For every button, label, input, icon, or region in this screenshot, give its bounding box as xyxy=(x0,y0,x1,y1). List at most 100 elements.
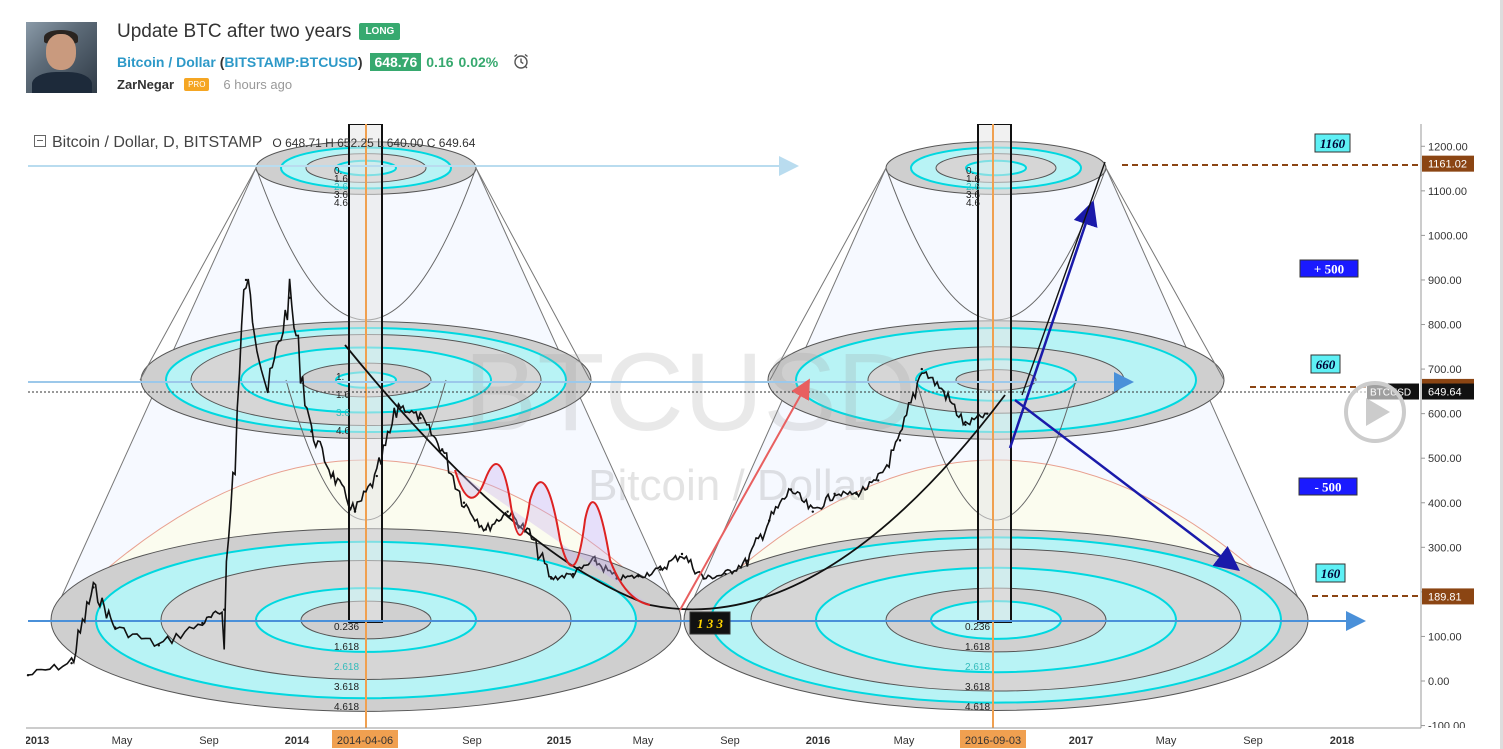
symbol-line: Bitcoin / Dollar (BITSTAMP:BTCUSD) 648.7… xyxy=(117,52,530,73)
y-tick-label: 0.00 xyxy=(1428,676,1449,688)
fib-right-top-2: 2.6 xyxy=(966,182,980,193)
x-tick-label-2: Sep xyxy=(199,735,219,747)
x-tick-label-10: May xyxy=(894,735,915,747)
price-change: 0.16 xyxy=(426,54,454,70)
annotation-660-label: 660 xyxy=(1316,357,1336,372)
annotation-133-box xyxy=(689,611,731,635)
btcusd-point-2015-07 xyxy=(680,552,684,556)
btcusd-point-2016-01 xyxy=(811,510,814,513)
avatar-shirt xyxy=(32,72,92,93)
btcusd-point-2014-05 xyxy=(375,474,378,478)
fib-right-bottom-4: 4.618 xyxy=(965,702,990,713)
btcusd-point-2016-02 xyxy=(833,492,836,496)
fib-left-bottom-1: 1.618 xyxy=(334,642,359,653)
y-axis-panel xyxy=(1421,124,1474,728)
btcusd-point-2014-08 xyxy=(441,448,444,451)
price-change-percent: 0.02% xyxy=(458,54,499,70)
fib-right-bottom-3: 3.618 xyxy=(965,682,990,693)
alarm-clock-icon[interactable] xyxy=(512,52,530,73)
y-tick-label: 700.00 xyxy=(1428,364,1462,376)
annotation-plus-500-box xyxy=(1299,259,1359,278)
author-name[interactable]: ZarNegar xyxy=(117,77,175,92)
annotation-133-label: 1 3 3 xyxy=(697,616,724,631)
fib-left-bottom-0: 0.236 xyxy=(334,622,359,633)
symbol-name-link[interactable]: Bitcoin / Dollar xyxy=(117,54,216,70)
fib-left-top-3: 3.6 xyxy=(334,190,348,201)
x-tick-label-7: May xyxy=(633,735,654,747)
fib-left-bottom-2: 2.618 xyxy=(334,662,359,673)
btcusd-point-2016-08 xyxy=(964,423,967,426)
price-tag-label-649.64: 649.64 xyxy=(1428,387,1462,399)
fib-left-mid-0: 1. xyxy=(336,372,344,383)
symbol-code-link[interactable]: BITSTAMP:BTCUSD xyxy=(224,54,358,70)
y-tick-label: 500.00 xyxy=(1428,453,1462,465)
btcusd-point-2015-06 xyxy=(659,568,662,571)
idea-title-row: Update BTC after two years LONG xyxy=(117,21,401,43)
fib-left-mid-3: 4.6 xyxy=(336,426,350,437)
x-tick-label-1: May xyxy=(112,735,133,747)
price-tag-1161.02 xyxy=(1422,155,1474,172)
annotation-160-label: 160 xyxy=(1321,566,1341,581)
legend-collapse-icon[interactable] xyxy=(34,135,46,147)
posted-time: 6 hours ago xyxy=(223,77,293,92)
annotation-660-box xyxy=(1310,354,1341,374)
btcusd-point-2015-05 xyxy=(637,575,640,578)
btcusd-point-2013-10 xyxy=(223,608,226,611)
x-tick-label-13: May xyxy=(1156,735,1177,747)
fib-right-bottom-1: 1.618 xyxy=(965,642,990,653)
btcusd-point-2016-05 xyxy=(898,439,902,442)
fib-right-bottom-2: 2.618 xyxy=(965,662,990,673)
fib-right-top-0: 0. xyxy=(966,166,974,177)
y-tick-label: 1100.00 xyxy=(1428,186,1467,198)
play-button-icon[interactable] xyxy=(1344,381,1406,443)
overlay-layer: 0.1.62.63.64.61.1.63.64.60.2361.6182.618… xyxy=(334,133,1359,713)
fib-left-mid-2: 3.6 xyxy=(336,408,350,419)
btcusd-point-2013-03 xyxy=(70,661,73,665)
btcusd-point-2016-07 xyxy=(942,390,945,393)
y-tick-label: 400.00 xyxy=(1428,498,1462,510)
btcusd-point-2013-01 xyxy=(26,674,30,677)
page-scrollbar[interactable] xyxy=(1500,0,1503,749)
x-tick-label-12: 2017 xyxy=(1069,735,1093,747)
btcusd-point-2015-03 xyxy=(593,559,596,562)
price-tag-label-1161.02: 1161.02 xyxy=(1428,159,1467,171)
btcusd-point-2015-01 xyxy=(550,577,553,580)
fib-left-top-2: 2.6 xyxy=(334,182,348,193)
annotation-1160-box xyxy=(1314,133,1351,153)
annotation-plus-500-label: + 500 xyxy=(1314,262,1344,277)
btcusd-price-line xyxy=(27,278,988,676)
x-tick-label-15: 2018 xyxy=(1330,735,1354,747)
play-button-triangle xyxy=(1366,398,1390,426)
btcusd-point-2014-10 xyxy=(484,528,487,531)
btcusd-point-2014-11 xyxy=(506,510,509,513)
fib-left-bottom-3: 3.618 xyxy=(334,682,359,693)
y-tick-label: 1000.00 xyxy=(1428,230,1468,242)
x-tick-label-5: Sep xyxy=(462,735,482,747)
black-up-line xyxy=(1021,161,1106,396)
annotation-1160-label: 1160 xyxy=(1320,136,1346,151)
idea-title: Update BTC after two years xyxy=(117,21,352,42)
btcusd-point-2015-02 xyxy=(571,572,575,576)
fib-left-top-1: 1.6 xyxy=(334,174,348,185)
author-line: ZarNegar PRO 6 hours ago xyxy=(117,77,292,92)
x-tick-label-4: 2014-04-06 xyxy=(337,735,393,747)
author-avatar[interactable] xyxy=(26,22,97,93)
x-date-highlight-2014-04-06 xyxy=(332,730,398,748)
pro-badge: PRO xyxy=(184,78,210,91)
fib-right-bottom-0: 0.236 xyxy=(965,622,990,633)
fib-left-mid-1: 1.6 xyxy=(336,390,350,401)
btcusd-point-2015-11 xyxy=(768,519,771,522)
btcusd-point-2013-07 xyxy=(157,644,160,647)
btcusd-point-2016-04 xyxy=(877,479,880,482)
x-tick-label-3: 2014 xyxy=(285,735,310,747)
y-tick-label: 100.00 xyxy=(1428,631,1462,643)
annotation-160-box xyxy=(1315,563,1346,583)
avatar-face xyxy=(46,34,76,70)
btcusd-point-2014-06 xyxy=(397,403,400,406)
btcusd-point-2015-08 xyxy=(702,577,705,580)
price-badge: 648.76 xyxy=(370,53,422,71)
red-wave xyxy=(454,463,651,606)
red-up-arrow xyxy=(679,378,810,611)
